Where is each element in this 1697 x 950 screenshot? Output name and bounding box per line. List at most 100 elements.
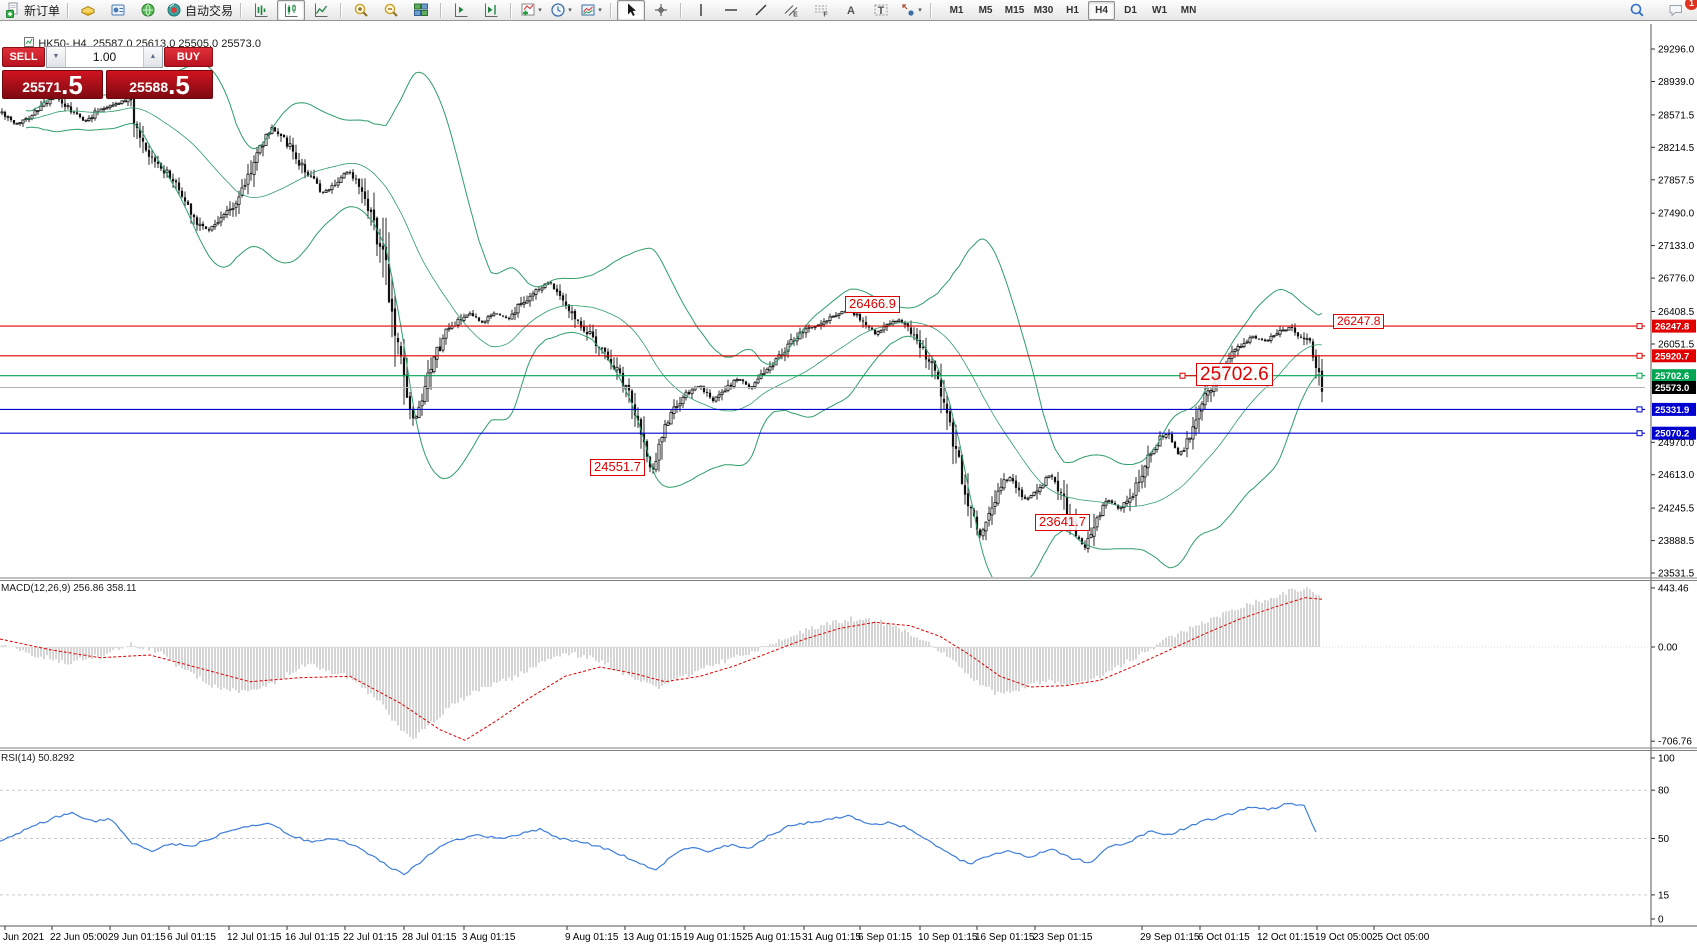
svg-text:19 Aug 01:15: 19 Aug 01:15 [683, 932, 742, 943]
time-axis[interactable]: Jun 2021 22 Jun 05:00 29 Jun 01:15 6 Jul 01… [3, 926, 1430, 943]
timeframe-m5-button[interactable]: M5 [978, 4, 993, 16]
price-annotation[interactable]: 24551.7 [590, 459, 645, 476]
market-watch-icon-icon [80, 2, 96, 18]
trendline-tool-button[interactable] [747, 0, 775, 21]
periods-icon [550, 2, 566, 18]
svg-text:6 Oct 01:15: 6 Oct 01:15 [1198, 932, 1250, 943]
zoom-in-button[interactable] [347, 0, 375, 21]
price-annotation[interactable]: 26247.8 [1333, 314, 1385, 330]
text-tool-button[interactable]: A [837, 0, 865, 21]
timeframe-mn-button[interactable]: MN [1180, 4, 1197, 16]
vertical-line-tool-button[interactable] [687, 0, 715, 21]
timeframe-w1-button[interactable]: W1 [1152, 4, 1168, 16]
svg-text:Jun 2021: Jun 2021 [3, 932, 45, 943]
buy-price-panel[interactable]: 25588 .5 [106, 70, 213, 99]
toolbar-separator [930, 2, 933, 18]
volume-stepper[interactable]: ▼ 1.00 ▲ [46, 45, 163, 68]
pane-separators[interactable] [0, 577, 1697, 927]
fibonacci-tool-button[interactable]: F [807, 0, 835, 21]
tile-windows-button[interactable] [407, 0, 435, 21]
toolbar-separator [680, 2, 683, 18]
candlestick-chart-button[interactable] [277, 0, 306, 21]
candlesticks [0, 84, 1324, 553]
trendline-tool-icon [753, 2, 769, 18]
indicators-button[interactable]: ▾ [517, 0, 545, 21]
volume-decrease-icon[interactable]: ▼ [47, 46, 66, 67]
zoom-out-button[interactable] [377, 0, 405, 21]
dropdown-caret-icon[interactable]: ▾ [598, 7, 602, 14]
new-order-button[interactable]: 新订单 [3, 0, 62, 21]
arrows-tool-button[interactable]: ▾ [897, 0, 925, 21]
timeframe-h1-button[interactable]: H1 [1066, 4, 1079, 16]
auto-trading-icon [166, 2, 182, 18]
search-button[interactable] [1623, 0, 1651, 21]
macd-pane: 443.46 0.00 -706.76 [0, 583, 1692, 748]
price-axis[interactable]: 29296.0 28939.0 28571.5 28214.5 27857.5 27490… [1650, 24, 1695, 926]
sell-button[interactable]: SELL [2, 46, 45, 67]
dropdown-caret-icon[interactable]: ▾ [538, 7, 542, 14]
svg-text:25 Oct 05:00: 25 Oct 05:00 [1372, 932, 1430, 943]
dropdown-caret-icon[interactable]: ▾ [918, 7, 922, 14]
svg-text:16 Sep 01:15: 16 Sep 01:15 [975, 932, 1035, 943]
timeframe-m15-button[interactable]: M15 [1004, 4, 1025, 16]
svg-text:28939.0: 28939.0 [1658, 77, 1695, 88]
vertical-line-tool-icon [693, 2, 709, 18]
buy-button[interactable]: BUY [164, 46, 213, 67]
timeframe-d1-button[interactable]: D1 [1124, 4, 1137, 16]
toolbar-separator [610, 2, 613, 18]
data-window-icon[interactable] [104, 0, 132, 21]
chat-bubble-icon [1668, 2, 1684, 18]
price-annotation[interactable]: 25702.6 [1196, 363, 1273, 387]
templates-button[interactable]: ▾ [577, 0, 605, 21]
svg-text:25702.6: 25702.6 [1655, 371, 1689, 382]
text-tool-icon: A [843, 2, 859, 18]
new-order-button-label: 新订单 [24, 3, 61, 18]
level-lines: 26247.825920.725702.625573.025331.925070… [0, 319, 1696, 440]
crosshair-tool-icon [653, 2, 669, 18]
horizontal-line-tool-button[interactable] [717, 0, 745, 21]
svg-text:E: E [793, 12, 798, 19]
dropdown-caret-icon[interactable]: ▾ [568, 7, 572, 14]
timeframe-m30-button[interactable]: M30 [1033, 4, 1054, 16]
svg-text:F: F [823, 12, 828, 19]
svg-text:100: 100 [1658, 754, 1675, 765]
price-annotation[interactable]: 26466.9 [845, 296, 900, 313]
svg-text:12 Oct 01:15: 12 Oct 01:15 [1257, 932, 1315, 943]
chart-shift-button[interactable] [447, 0, 475, 21]
svg-text:23531.5: 23531.5 [1658, 569, 1695, 580]
auto-scroll-button[interactable] [477, 0, 505, 21]
auto-trading-button[interactable]: 自动交易 [164, 0, 235, 21]
svg-text:25573.0: 25573.0 [1655, 383, 1689, 394]
bar-chart-icon [253, 2, 269, 18]
crosshair-tool-button[interactable] [647, 0, 675, 21]
volume-increase-icon[interactable]: ▲ [143, 46, 162, 67]
periods-button[interactable]: ▾ [547, 0, 575, 21]
svg-text:50: 50 [1658, 834, 1670, 845]
price-annotation[interactable]: 23641.7 [1035, 514, 1090, 531]
timeframe-h4-button[interactable]: H4 [1088, 0, 1116, 20]
text-label-tool-button[interactable]: T [867, 0, 895, 21]
svg-text:28571.5: 28571.5 [1658, 110, 1695, 121]
one-click-trading-panel: SELL ▼ 1.00 ▲ BUY 25571 .5 25588 .5 [2, 44, 214, 99]
timeframe-m1-button[interactable]: M1 [949, 4, 964, 16]
buy-price-frac: .5 [168, 70, 190, 100]
sell-price-panel[interactable]: 25571 .5 [2, 70, 103, 99]
navigator-icon[interactable] [134, 0, 162, 21]
svg-text:6 Sep 01:15: 6 Sep 01:15 [858, 932, 912, 943]
svg-text:16 Jul 01:15: 16 Jul 01:15 [285, 932, 340, 943]
notifications-button[interactable]: 1 [1662, 0, 1697, 21]
svg-text:22 Jun 05:00: 22 Jun 05:00 [50, 932, 108, 943]
line-chart-button[interactable] [307, 0, 335, 21]
cursor-tool-button[interactable] [617, 0, 646, 21]
svg-text:6 Jul 01:15: 6 Jul 01:15 [167, 932, 216, 943]
svg-text:443.46: 443.46 [1658, 583, 1689, 594]
zoom-out-icon [383, 2, 399, 18]
bar-chart-button[interactable] [247, 0, 275, 21]
volume-input[interactable]: 1.00 [92, 49, 117, 64]
market-watch-icon[interactable] [74, 0, 102, 21]
toolbar-separator [240, 2, 243, 18]
equidistant-channel-tool-button[interactable]: E [777, 0, 805, 21]
svg-text:29296.0: 29296.0 [1658, 45, 1695, 56]
tile-windows-icon [413, 2, 429, 18]
